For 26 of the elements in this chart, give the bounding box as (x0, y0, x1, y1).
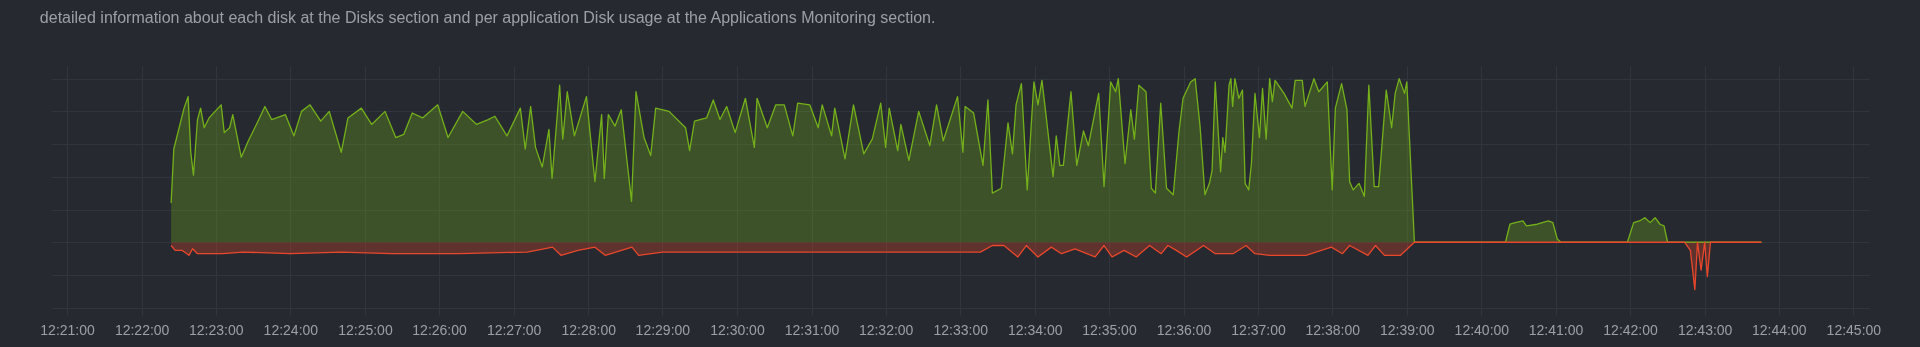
x-tick-label: 12:26:00 (412, 321, 468, 338)
x-tick-label: 12:33:00 (933, 321, 989, 338)
x-tick-label: 12:38:00 (1305, 321, 1361, 338)
x-tick-label: 12:25:00 (338, 321, 393, 338)
x-tick-label: 12:44:00 (1752, 321, 1807, 338)
x-tick-label: 12:42:00 (1603, 321, 1659, 338)
x-tick-label: 12:24:00 (263, 321, 319, 338)
x-tick-label: 12:40:00 (1454, 321, 1510, 338)
x-tick-label: 12:29:00 (635, 321, 691, 338)
x-tick-label: 12:32:00 (858, 321, 914, 338)
x-tick-label: 12:37:00 (1231, 321, 1287, 338)
x-tick-label: 12:21:00 (40, 321, 96, 338)
x-tick-label: 12:45:00 (1826, 321, 1882, 338)
x-tick-label: 12:43:00 (1677, 321, 1733, 338)
x-tick-label: 12:23:00 (189, 321, 244, 338)
x-tick-label: 12:31:00 (784, 321, 840, 338)
x-tick-label: 12:27:00 (486, 321, 542, 338)
x-tick-label: 12:39:00 (1380, 321, 1435, 338)
x-tick-label: 12:30:00 (710, 321, 765, 338)
x-tick-label: 12:36:00 (1156, 321, 1212, 338)
x-tick-label: 12:35:00 (1082, 321, 1137, 338)
x-tick-label: 12:34:00 (1008, 321, 1063, 338)
chart-title: detailed information about each disk at the Disks section and per application Disk usage at the Applications Monitoring section. (39, 9, 936, 26)
x-tick-label: 12:41:00 (1528, 321, 1584, 338)
x-tick-label: 12:28:00 (561, 321, 617, 338)
x-tick-label: 12:22:00 (114, 321, 170, 338)
